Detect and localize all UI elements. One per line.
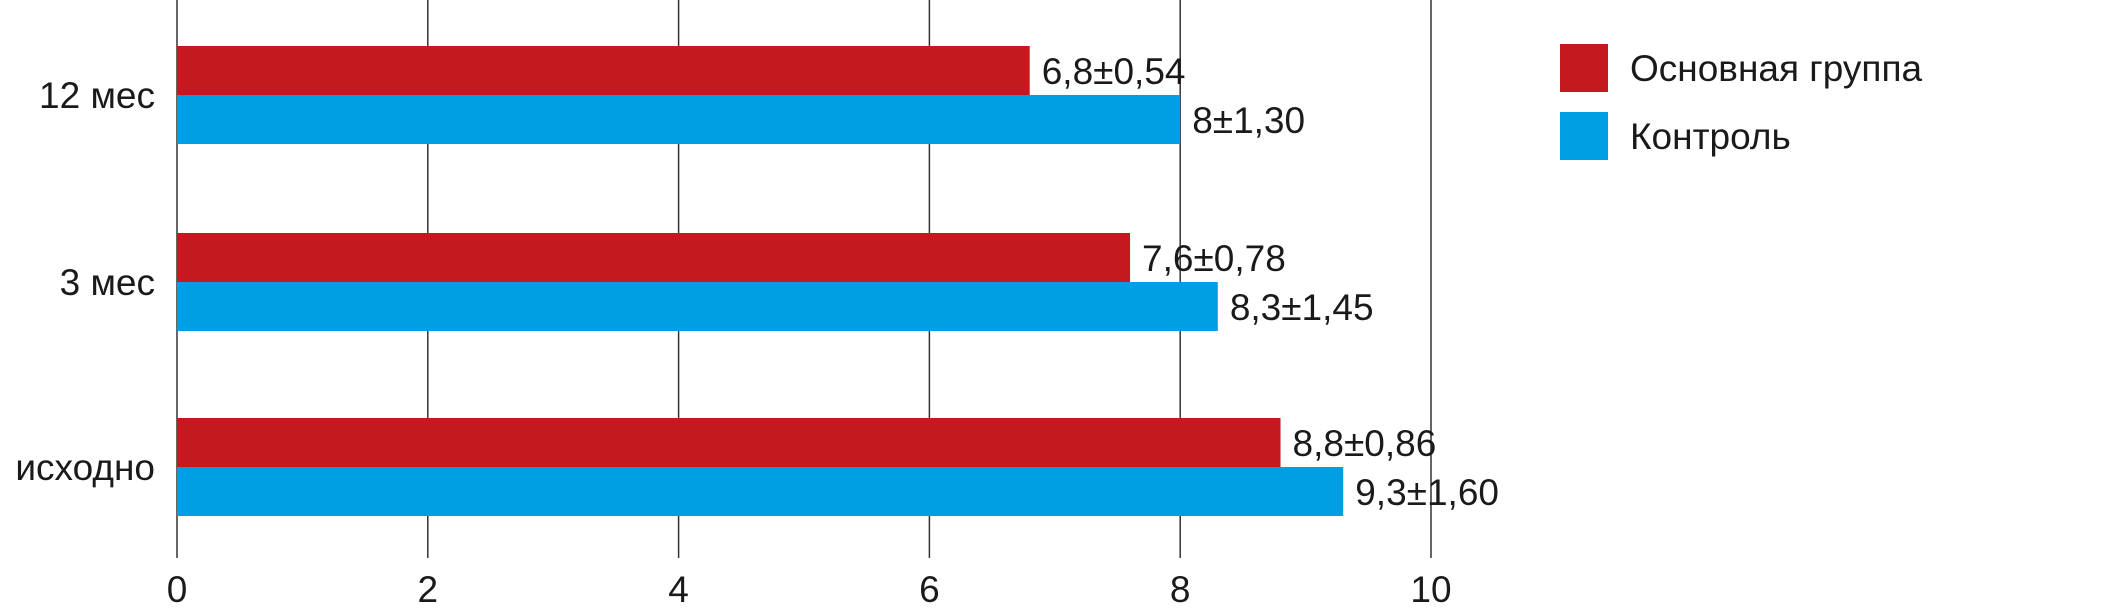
bars <box>177 46 1343 516</box>
category-label: 12 мес <box>39 75 155 116</box>
bar <box>177 467 1343 516</box>
x-axis: 0 2 4 6 8 10 <box>167 569 1452 610</box>
legend-swatch <box>1560 112 1608 160</box>
legend-label: Основная группа <box>1630 48 1923 89</box>
bar-value-label: 6,8±0,54 <box>1042 51 1186 92</box>
bar <box>177 95 1180 144</box>
x-tick-label: 2 <box>418 569 439 610</box>
bar <box>177 418 1281 467</box>
x-tick-label: 4 <box>668 569 689 610</box>
x-tick-label: 8 <box>1170 569 1191 610</box>
legend: Основная группа Контроль <box>1560 44 1923 160</box>
x-tick-label: 0 <box>167 569 188 610</box>
bar-value-label: 8,3±1,45 <box>1230 287 1374 328</box>
bar <box>177 46 1030 95</box>
bar-value-label: 8±1,30 <box>1192 100 1305 141</box>
bar-value-label: 7,6±0,78 <box>1142 238 1286 279</box>
category-label: исходно <box>15 447 155 488</box>
bar-value-label: 8,8±0,86 <box>1293 423 1437 464</box>
legend-swatch <box>1560 44 1608 92</box>
category-label: 3 мес <box>60 262 155 303</box>
x-tick-label: 10 <box>1410 569 1451 610</box>
y-axis-categories: 12 мес 3 мес исходно <box>15 75 155 488</box>
bar <box>177 282 1218 331</box>
x-tick-label: 6 <box>919 569 940 610</box>
legend-label: Контроль <box>1630 116 1791 157</box>
bar <box>177 233 1130 282</box>
bar-value-label: 9,3±1,60 <box>1355 472 1499 513</box>
